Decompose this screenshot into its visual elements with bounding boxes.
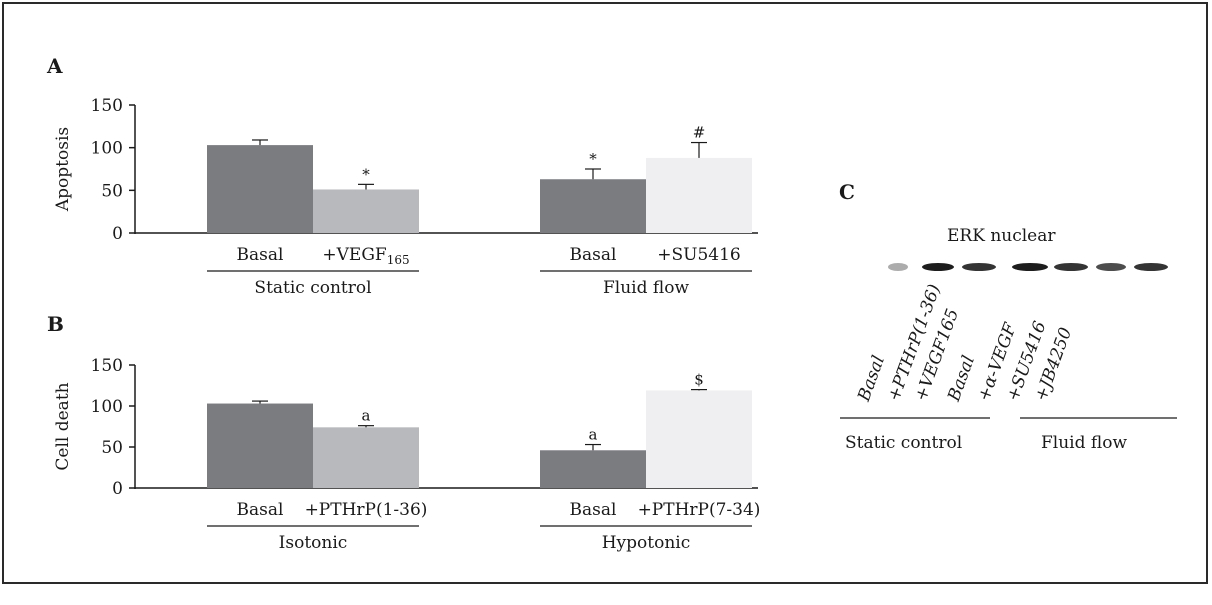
y-tick-label: 50 bbox=[101, 181, 123, 201]
significance-mark: * bbox=[589, 150, 597, 168]
blot-band bbox=[1054, 263, 1088, 271]
significance-mark: # bbox=[693, 124, 706, 142]
significance-mark: $ bbox=[694, 371, 704, 389]
bar bbox=[646, 390, 752, 488]
category-label: +PTHrP(1-36) bbox=[305, 500, 428, 520]
category-label: Basal bbox=[570, 245, 617, 265]
category-label: +PTHrP(7-34) bbox=[638, 500, 761, 520]
blot-band bbox=[1012, 263, 1048, 271]
bar bbox=[313, 427, 419, 488]
group-label: Hypotonic bbox=[602, 533, 691, 553]
blot-band bbox=[888, 263, 908, 271]
blot-title: ERK nuclear bbox=[947, 226, 1056, 246]
y-tick-label: 0 bbox=[112, 224, 123, 244]
bar bbox=[207, 403, 313, 488]
panel-b-label: B bbox=[47, 312, 64, 336]
group-label: Fluid flow bbox=[603, 278, 689, 298]
category-label: Basal bbox=[570, 500, 617, 520]
blot-band bbox=[1134, 263, 1168, 271]
bar bbox=[540, 179, 646, 233]
bar bbox=[646, 157, 752, 233]
figure-frame bbox=[2, 2, 1208, 584]
blot-group-lines bbox=[840, 417, 1177, 419]
category-label: Basal bbox=[237, 245, 284, 265]
y-tick-label: 0 bbox=[112, 479, 123, 499]
category-label: +SU5416 bbox=[657, 245, 740, 265]
bar bbox=[313, 189, 419, 233]
category-label: +VEGF165 bbox=[322, 245, 409, 267]
significance-mark: a bbox=[589, 426, 598, 444]
category-label: Basal bbox=[237, 500, 284, 520]
significance-mark: a bbox=[362, 407, 371, 425]
western-blot bbox=[888, 263, 1168, 271]
blot-group-static: Static control bbox=[845, 433, 963, 453]
y-axis-label: Cell death bbox=[53, 382, 73, 470]
blot-group-flow: Fluid flow bbox=[1041, 433, 1128, 453]
bar bbox=[540, 450, 646, 488]
y-tick-label: 100 bbox=[91, 139, 123, 159]
y-axis-label: Apoptosis bbox=[53, 127, 73, 212]
apoptosis-chart: 0 50 100 150 Apoptosis Basal * +VEGF165 * Basal # +… bbox=[53, 96, 758, 298]
blot-band bbox=[962, 263, 996, 271]
y-tick-label: 50 bbox=[101, 438, 123, 458]
panel-c-label: C bbox=[839, 180, 855, 204]
blot-band bbox=[1096, 263, 1126, 271]
category-subscript: 165 bbox=[387, 253, 410, 267]
bar bbox=[207, 145, 313, 233]
blot-band bbox=[922, 263, 954, 271]
y-tick-label: 100 bbox=[91, 397, 123, 417]
group-label: Static control bbox=[254, 278, 371, 298]
y-tick-label: 150 bbox=[91, 96, 123, 116]
significance-mark: * bbox=[362, 165, 370, 183]
panel-a-label: A bbox=[47, 54, 63, 78]
cell-death-chart: 0 50 100 150 Cell death Basal a +PTHrP(1-36) a Ba… bbox=[53, 356, 761, 553]
y-tick-label: 150 bbox=[91, 356, 123, 376]
group-label: Isotonic bbox=[279, 533, 348, 553]
